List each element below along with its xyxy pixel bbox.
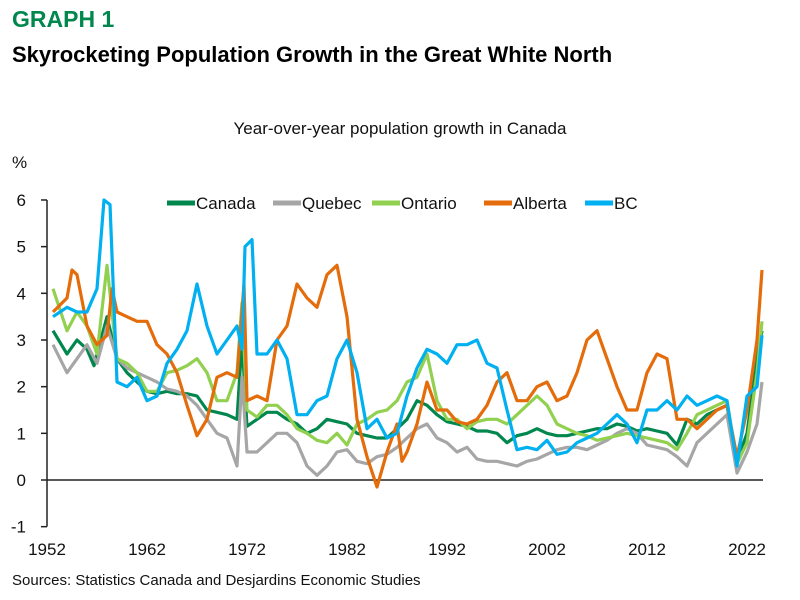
x-tick-label: 2012 — [628, 540, 666, 559]
x-tick-label: 1972 — [228, 540, 266, 559]
graph-label: GRAPH 1 — [12, 6, 115, 32]
legend-label-alberta: Alberta — [513, 194, 567, 213]
legend-label-quebec: Quebec — [302, 194, 362, 213]
legend-label-bc: BC — [614, 194, 638, 213]
y-tick-label: 5 — [17, 238, 26, 257]
y-tick-label: 6 — [17, 191, 26, 210]
y-tick-label: 3 — [17, 331, 26, 350]
y-tick-label: 0 — [17, 471, 26, 490]
chart-title: Year-over-year population growth in Cana… — [233, 119, 567, 138]
series-line-canada — [51, 315, 764, 463]
series-line-ontario — [51, 263, 764, 466]
y-tick-label: -1 — [11, 518, 26, 537]
x-tick-label: 1952 — [28, 540, 66, 559]
x-tick-label: 1992 — [428, 540, 466, 559]
y-tick-label: 1 — [17, 424, 26, 443]
series-line-alberta — [51, 263, 764, 489]
legend-label-ontario: Ontario — [401, 194, 457, 213]
y-axis-unit: % — [12, 153, 27, 172]
sources-note: Sources: Statistics Canada and Desjardin… — [12, 572, 421, 589]
y-tick-label: 4 — [17, 284, 26, 303]
x-tick-label: 2002 — [528, 540, 566, 559]
legend-label-canada: Canada — [196, 194, 256, 213]
headline: Skyrocketing Population Growth in the Gr… — [12, 42, 613, 67]
series-line-bc — [52, 198, 764, 468]
x-tick-label: 1982 — [328, 540, 366, 559]
x-tick-label: 1962 — [128, 540, 166, 559]
series-line-quebec — [51, 324, 764, 477]
x-tick-label: 2022 — [728, 540, 766, 559]
y-tick-label: 2 — [17, 378, 26, 397]
